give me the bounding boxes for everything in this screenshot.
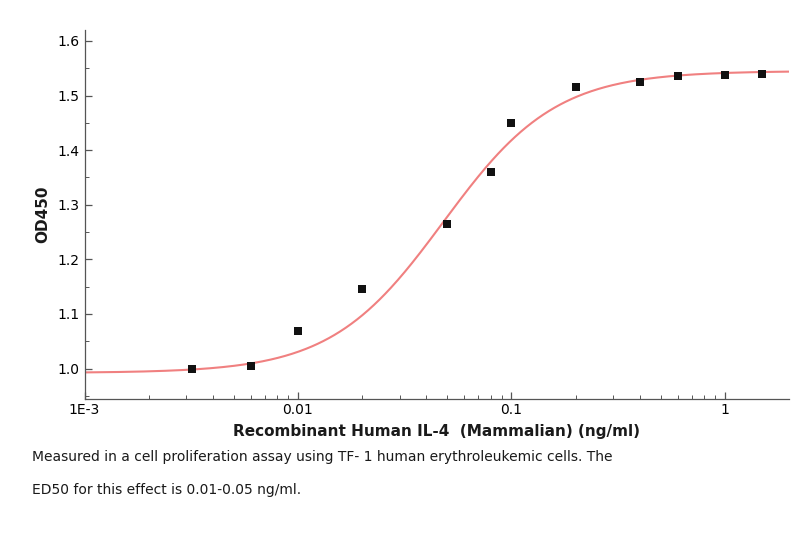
Point	[505, 118, 518, 127]
Text: Measured in a cell proliferation assay using TF- 1 human erythroleukemic cells. : Measured in a cell proliferation assay u…	[32, 450, 613, 465]
Point	[485, 168, 497, 176]
Point	[634, 78, 646, 86]
Point	[440, 219, 453, 228]
Point	[356, 285, 369, 294]
Point	[569, 83, 582, 92]
Point	[244, 361, 257, 370]
Point	[671, 72, 684, 81]
Point	[291, 327, 304, 336]
Point	[186, 364, 199, 373]
Point	[718, 70, 731, 79]
X-axis label: Recombinant Human IL-4  (Mammalian) (ng/ml): Recombinant Human IL-4 (Mammalian) (ng/m…	[233, 424, 640, 440]
Y-axis label: OD450: OD450	[35, 186, 51, 243]
Text: ED50 for this effect is 0.01-0.05 ng/ml.: ED50 for this effect is 0.01-0.05 ng/ml.	[32, 483, 301, 497]
Point	[756, 69, 769, 78]
